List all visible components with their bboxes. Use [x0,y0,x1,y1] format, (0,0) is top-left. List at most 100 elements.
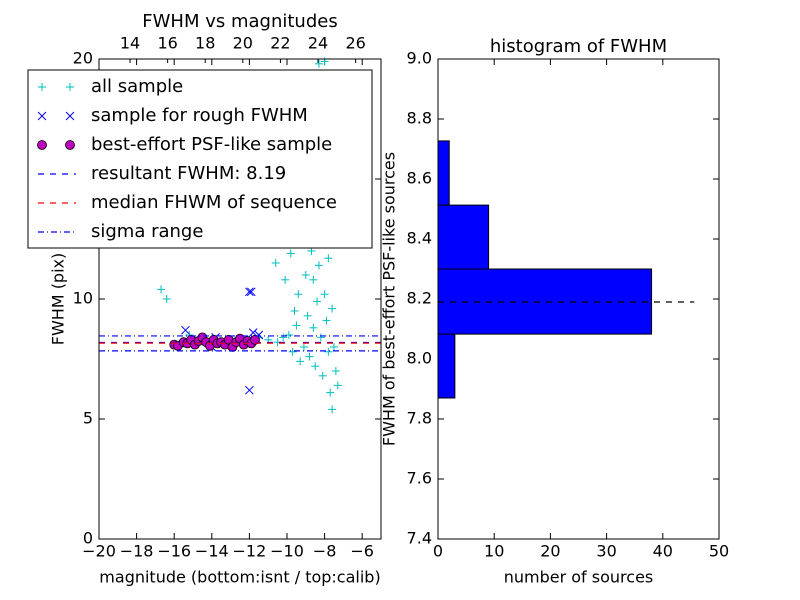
y-tick-label: 10 [73,289,93,308]
marker-stroke [246,287,256,297]
point [311,362,320,371]
point [245,385,254,395]
point [296,357,305,366]
point [292,321,301,330]
bar [437,333,456,399]
point [303,311,312,320]
x-tick-label: −10 [270,542,304,561]
x-axis-label: magnitude (bottom:isnt / top:calib) [99,568,380,587]
x-tick-label: 30 [596,542,616,561]
point [309,275,318,284]
x-tick-label: 40 [653,542,673,561]
point [245,287,254,297]
point [288,347,297,356]
x-tick-label: −16 [157,542,191,561]
x-tick-label: −14 [195,542,229,561]
y-tick-label: 8.6 [407,169,432,188]
x-tick-label: 10 [484,542,504,561]
marker-dot [37,140,47,150]
point [324,347,333,356]
legend: all sample sample for rough FWHM best-effo… [27,69,373,249]
point [331,367,340,375]
x-tick-label: −12 [233,542,267,561]
point [330,343,338,351]
y-tick-label: 0 [83,529,93,548]
y-tick-label: 8.4 [407,229,432,248]
point [309,323,318,332]
axes-frame [98,58,382,540]
point [305,352,314,361]
y-tick-label: 8.0 [407,349,432,368]
point [333,381,342,390]
x-tick-label: −8 [313,542,337,561]
bar [437,140,450,206]
x-tick-label: 0 [433,542,443,561]
point [316,333,325,342]
point [290,307,299,315]
point [299,343,308,351]
x2-tick-label: 16 [157,34,177,53]
x2-tick-label: 22 [270,34,290,53]
point [314,59,323,68]
y-tick-label: 20 [73,49,93,68]
legend-label: all sample [91,76,183,97]
point [294,290,303,299]
point [322,316,331,325]
x-axis-label: number of sources [504,568,654,587]
chart-title: FWHM vs magnitudes [142,11,337,32]
legend-frame [27,69,373,249]
y-tick-label: 7.8 [407,409,432,428]
point [318,371,327,380]
point [301,271,310,279]
x-tick-label: −20 [82,542,116,561]
point [162,295,171,303]
y-tick-label: 7.4 [407,529,432,548]
point [281,275,290,284]
chart-title: histogram of FWHM [490,36,667,57]
marker-stroke [245,385,254,395]
x2-tick-label: 14 [120,34,140,53]
axes-frame [437,58,720,540]
point [181,325,190,335]
x-tick-label: −6 [350,542,374,561]
point [328,405,337,414]
point [314,261,323,270]
point [320,290,329,299]
bar [437,204,490,270]
marker-stroke [181,325,190,335]
point [271,259,280,267]
y-axis-label: FWHM (pix) [49,253,68,346]
y-tick-label: 5 [83,409,93,428]
bar [437,268,653,335]
x-tick-label: 50 [709,542,729,561]
y-tick-label: 8.2 [407,289,432,308]
point [328,304,337,313]
legend-label: resultant FWHM: 8.19 [91,163,286,184]
point [279,333,288,342]
x-tick-label: 20 [540,542,560,561]
y-tick-label: 8.8 [407,109,432,128]
y-tick-label: 7.6 [407,469,432,488]
point [284,331,293,339]
point [313,297,322,306]
marker-stroke [65,111,75,121]
x2-tick-label: 18 [195,34,215,53]
marker-stroke [37,111,47,121]
marker-stroke [245,287,254,297]
legend-label: sample for rough FWHM [91,105,308,126]
x2-tick-label: 24 [308,34,328,53]
point [324,254,333,263]
point [157,285,166,294]
legend-label: best-effort PSF-like sample [91,134,332,155]
marker-stroke [248,328,258,337]
point [326,388,335,397]
x2-tick-label: 26 [345,34,365,53]
legend-label: median FHWM of sequence [91,192,337,213]
y-tick-label: 9.0 [407,49,432,68]
y-axis-label: FWHM of best-effort PSF-like sources [380,152,399,446]
marker-dot [65,140,75,150]
x2-tick-label: 20 [233,34,253,53]
point [286,249,295,258]
legend-label: sigma range [91,221,203,242]
